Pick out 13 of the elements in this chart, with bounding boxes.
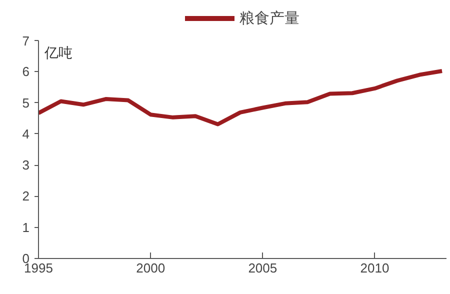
y-tick-label: 6 [22,64,30,80]
y-tick-label: 3 [22,158,30,173]
y-axis-title: 亿吨 [44,44,72,60]
y-tick-label: 5 [22,95,30,110]
line-series [38,69,444,126]
y-tick-label: 7 [22,34,30,48]
y-tick-label: 2 [22,188,30,204]
x-tick-label: 2000 [136,260,166,276]
y-tick-label: 1 [22,220,30,235]
y-tick-label: 4 [22,126,30,142]
x-tick-label: 2010 [360,260,390,276]
legend-label: 粮食产量 [240,8,300,28]
x-tick-label: 2005 [248,260,278,276]
